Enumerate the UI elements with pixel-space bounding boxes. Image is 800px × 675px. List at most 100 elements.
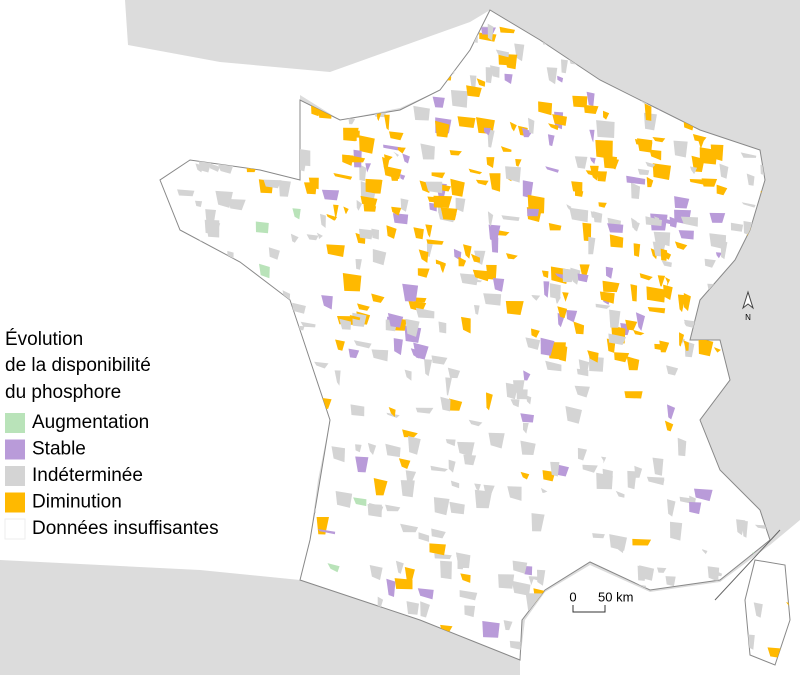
commune-patch <box>557 306 568 319</box>
commune-patch <box>590 157 596 165</box>
commune-patch <box>410 348 421 359</box>
commune-patch <box>630 284 638 302</box>
commune-patch <box>458 256 467 267</box>
commune-patch <box>343 206 349 214</box>
commune-patch <box>595 303 611 309</box>
commune-patch <box>292 208 301 220</box>
commune-patch <box>382 156 390 172</box>
commune-patch <box>677 437 687 457</box>
commune-patch <box>505 301 524 315</box>
commune-patch <box>400 198 409 212</box>
commune-patch <box>588 236 596 255</box>
commune-patch <box>740 152 757 158</box>
inset-line <box>714 529 781 601</box>
commune-patch <box>689 502 702 515</box>
commune-patch <box>459 590 478 601</box>
commune-patch <box>464 605 476 618</box>
commune-patch <box>450 90 468 108</box>
commune-patch <box>582 222 592 242</box>
commune-patch <box>431 528 446 539</box>
commune-patch <box>402 429 418 438</box>
commune-patch <box>531 295 541 301</box>
commune-patch <box>333 173 353 180</box>
commune-patch <box>609 309 621 328</box>
commune-patch <box>386 225 397 239</box>
commune-patch <box>430 465 448 472</box>
commune-patch <box>525 337 541 350</box>
commune-patch <box>326 244 345 257</box>
commune-patch <box>408 300 427 312</box>
commune-patch <box>371 228 379 240</box>
commune-patch <box>195 200 203 207</box>
commune-patch <box>694 488 713 502</box>
commune-patch <box>405 470 417 481</box>
commune-patch <box>334 370 341 386</box>
commune-patch <box>387 313 403 328</box>
commune-patch <box>586 91 595 107</box>
commune-patch <box>646 176 654 188</box>
commune-patch <box>217 163 234 174</box>
legend: Évolution de la disponibilité du phospho… <box>4 329 219 540</box>
legend-swatch <box>5 492 25 513</box>
commune-patch <box>348 118 356 125</box>
commune-patch <box>418 249 429 263</box>
commune-patch <box>692 134 707 142</box>
commune-patch <box>482 621 500 638</box>
commune-patch <box>523 370 531 381</box>
legend-title: du phosphore <box>5 382 121 403</box>
commune-patch <box>455 552 471 569</box>
commune-patch <box>557 75 564 83</box>
commune-patch <box>317 529 336 535</box>
legend-label: Indéterminée <box>32 465 143 486</box>
legend-swatch <box>5 413 25 433</box>
commune-patch <box>557 343 568 362</box>
commune-patch <box>488 224 501 243</box>
commune-patch <box>348 155 366 163</box>
commune-patch <box>263 179 282 189</box>
commune-patch <box>548 223 562 231</box>
legend-swatch <box>4 518 26 540</box>
commune-patch <box>526 395 532 405</box>
commune-patch <box>372 249 387 266</box>
commune-patch <box>501 215 520 221</box>
commune-patch <box>400 480 415 498</box>
commune-patch <box>550 461 560 477</box>
commune-patch <box>228 199 246 211</box>
commune-patch <box>663 284 673 300</box>
scale-line <box>572 605 606 613</box>
commune-patch <box>667 499 676 517</box>
commune-patch <box>683 293 691 312</box>
commune-patch <box>449 501 465 515</box>
commune-patch <box>404 369 412 381</box>
commune-patch <box>541 270 549 278</box>
commune-patch <box>548 123 559 131</box>
commune-patch <box>483 127 492 136</box>
commune-patch <box>652 163 671 180</box>
commune-patch <box>365 178 383 194</box>
commune-patch <box>472 269 491 282</box>
commune-patch <box>499 26 515 34</box>
commune-patch <box>515 159 522 167</box>
commune-patch <box>624 391 643 399</box>
commune-patch <box>448 459 456 473</box>
legend-label: Diminution <box>32 492 122 513</box>
commune-patch <box>365 163 371 173</box>
commune-patch <box>205 209 216 223</box>
commune-patch <box>615 490 625 498</box>
commune-patch <box>506 253 518 260</box>
commune-patch <box>652 457 664 476</box>
commune-patch <box>674 241 688 250</box>
commune-patch <box>450 178 465 197</box>
commune-patch <box>360 195 378 208</box>
commune-patch <box>300 321 316 328</box>
commune-patch <box>596 472 613 490</box>
commune-patch <box>440 624 453 633</box>
commune-patch <box>565 406 582 424</box>
commune-patch <box>314 361 329 369</box>
commune-patch <box>667 404 676 420</box>
commune-patch <box>474 483 481 491</box>
commune-patch <box>698 338 714 357</box>
commune-patch <box>384 114 390 131</box>
commune-patch <box>592 533 605 539</box>
